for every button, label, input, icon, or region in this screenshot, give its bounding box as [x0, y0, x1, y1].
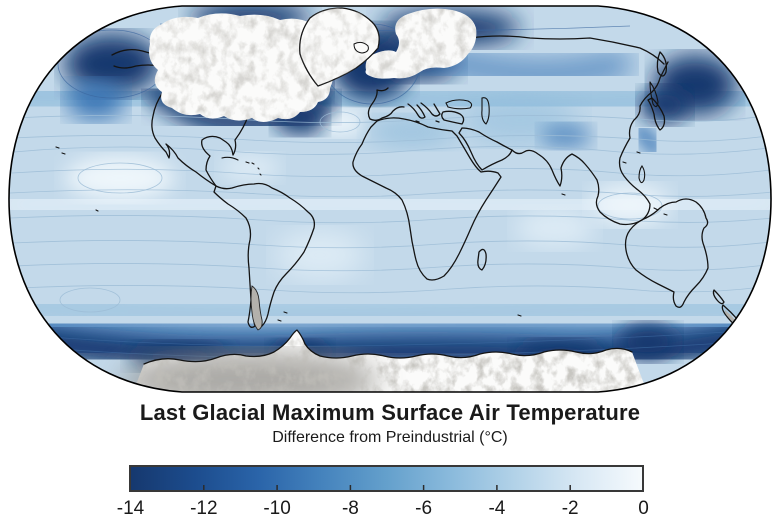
- coast-arabia: [458, 127, 513, 171]
- tick-label: -6: [415, 498, 433, 519]
- coast-madagascar: [477, 248, 487, 271]
- tick-label: -4: [488, 498, 506, 519]
- blob: [66, 80, 126, 120]
- coast-siberia-north: [469, 35, 665, 65]
- tick-label: -14: [116, 498, 145, 519]
- blob: [640, 87, 690, 123]
- tick-label: 0: [638, 498, 649, 519]
- coast-italy: [407, 103, 426, 123]
- figure-subtitle: Difference from Preindustrial (°C): [272, 429, 508, 446]
- contour-lines-light: [9, 111, 771, 313]
- tick-label: -12: [190, 498, 218, 519]
- blob: [515, 208, 595, 248]
- colorbar-tick-labels: -14 -12 -10 -8 -6 -4 -2 0: [0, 498, 780, 522]
- coast-north-america-west: [151, 65, 217, 187]
- blob: [618, 324, 678, 360]
- coast-sakhalin: [649, 81, 659, 108]
- coast-philippines: [561, 151, 668, 216]
- colorbar-gradient-bar: [129, 465, 644, 492]
- north-pacific-cold: [64, 34, 160, 94]
- coast-iberia-france: [367, 87, 405, 121]
- coast-small-islands: [55, 146, 522, 317]
- coast-black-sea: [445, 99, 473, 110]
- world-map-robinson: [8, 5, 772, 393]
- colorbar: [129, 465, 644, 492]
- tick-label: -10: [263, 498, 291, 519]
- blob: [366, 116, 458, 148]
- coastlines: [55, 35, 741, 328]
- siberia-cold-band: [417, 42, 633, 88]
- blob: [590, 185, 670, 225]
- tick-label: -2: [561, 498, 579, 519]
- blob: [220, 154, 280, 182]
- coast-caspian-sea: [481, 97, 490, 125]
- iceland: [353, 41, 369, 54]
- coast-south-asia: [511, 61, 669, 226]
- blob: [275, 230, 365, 280]
- blob: [9, 292, 771, 328]
- coast-africa: [352, 117, 502, 281]
- coast-japan: [647, 97, 666, 131]
- coast-anatolia: [441, 110, 465, 125]
- coast-north-america-east: [201, 97, 255, 187]
- coast-balkans-greece: [420, 102, 441, 123]
- tick-label: -8: [341, 498, 359, 519]
- colorbar-ticks: [203, 485, 571, 490]
- new-zealand-ice: [724, 310, 736, 322]
- coast-caribbean-islands: [221, 156, 262, 176]
- coast-australia-sahul: [624, 198, 709, 308]
- coast-falklands: [277, 311, 288, 322]
- figure-title: Last Glacial Maximum Surface Air Tempera…: [139, 400, 641, 425]
- coast-south-america: [213, 182, 316, 328]
- coast-kamchatka: [656, 51, 668, 77]
- map-outline: [8, 5, 772, 393]
- patagonia-ice-cap: [250, 285, 263, 331]
- coast-antarctica: [143, 329, 633, 365]
